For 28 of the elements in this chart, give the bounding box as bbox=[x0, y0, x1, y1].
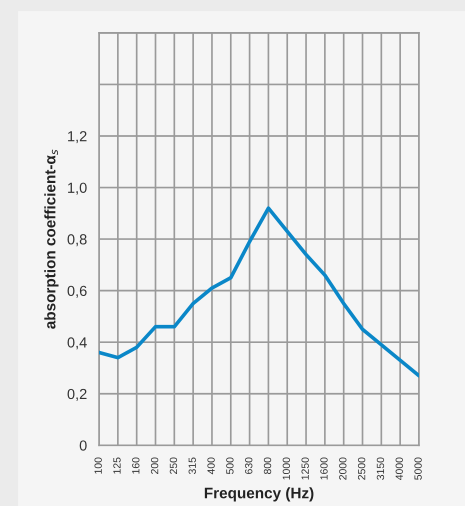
x-tick-label: 315 bbox=[188, 458, 196, 474]
y-tick-label: 0,2 bbox=[68, 388, 87, 401]
y-tick-label: 0 bbox=[80, 440, 87, 451]
y-tick-label: 1,2 bbox=[68, 131, 87, 144]
x-tick-label: 250 bbox=[170, 457, 178, 474]
x-tick-label: 200 bbox=[150, 457, 158, 474]
x-tick-label: 4000 bbox=[396, 457, 403, 480]
x-tick-label: 2000 bbox=[339, 457, 346, 480]
x-tick-label: 1600 bbox=[320, 457, 328, 480]
x-tick-label: 630 bbox=[245, 457, 252, 474]
y-tick-label: 0,8 bbox=[68, 234, 87, 246]
x-tick-label: 400 bbox=[207, 457, 215, 474]
x-tick-label: 5000 bbox=[414, 457, 422, 480]
y-tick-label: 0,4 bbox=[68, 337, 87, 350]
y-tick-label: 1,0 bbox=[68, 182, 87, 195]
x-tick-label: 125 bbox=[113, 458, 121, 474]
x-tick-label: 100 bbox=[94, 457, 102, 474]
y-tick-label: 0,6 bbox=[68, 286, 87, 298]
y-axis-title: absorption coefficient-α$_{s}$ bbox=[44, 150, 59, 329]
x-tick-label: 1000 bbox=[282, 457, 290, 480]
x-tick-label: 3150 bbox=[376, 457, 384, 480]
x-tick-label: 160 bbox=[132, 457, 140, 474]
x-tick-label: 800 bbox=[264, 457, 272, 474]
x-tick-label: 500 bbox=[226, 457, 234, 474]
x-tick-label: 2500 bbox=[358, 457, 366, 480]
x-tick-label: 1250 bbox=[301, 457, 309, 480]
line-series bbox=[99, 206, 419, 378]
x-axis-title: Frequency (Hz) bbox=[204, 487, 314, 502]
